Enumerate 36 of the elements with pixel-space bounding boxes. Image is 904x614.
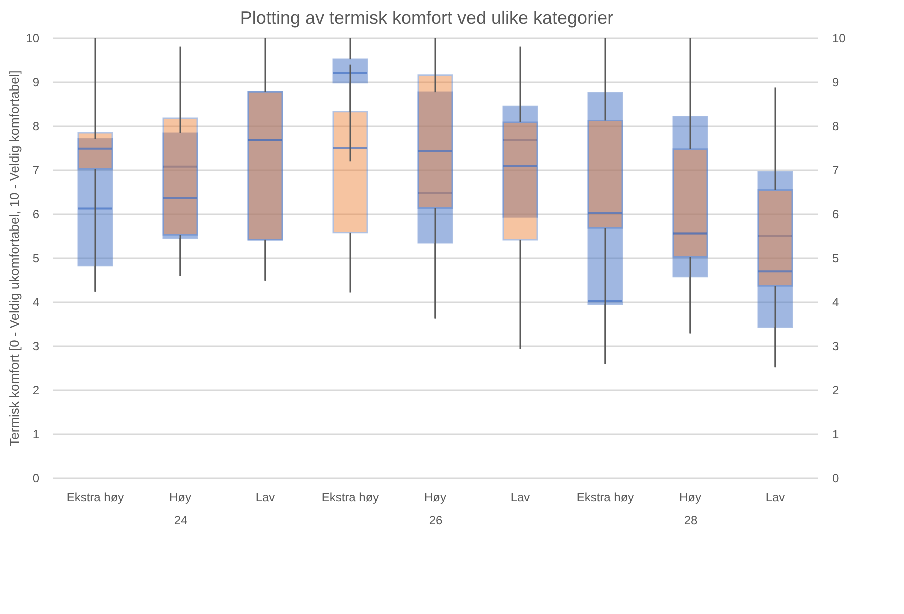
y-axis-title: Termisk komfort [0 - Veldig ukomfortabel, 10 - Veldig komfortabel]	[7, 70, 22, 446]
x-tick-label: Lav	[510, 490, 530, 504]
y2-tick-label: 0	[832, 472, 840, 486]
y-tick-label: 9	[32, 76, 40, 90]
x-axis-title: 24	[174, 514, 188, 528]
y2-tick-label: 3	[832, 340, 840, 354]
y2-tick-label: 9	[832, 76, 840, 90]
y2-tick-label: 1	[832, 428, 840, 442]
x-axis-title: 26	[429, 514, 443, 528]
x-tick-label: Lav	[766, 490, 786, 504]
y-tick-label: 7	[32, 164, 40, 178]
x-tick-label: Ekstra høy	[66, 490, 124, 504]
y-tick-label: 3	[32, 340, 40, 354]
y-tick-label: 10	[26, 32, 40, 46]
y-tick-label: 1	[32, 428, 40, 442]
x-tick-label: Høy	[424, 490, 446, 504]
y-tick-label: 2	[32, 384, 40, 398]
text: Plotting av termisk komfort ved ulike kategorier	[240, 8, 614, 28]
x-tick-label: Lav	[256, 490, 276, 504]
y2-tick-label: 7	[832, 164, 840, 178]
y2-tick-label: 2	[832, 384, 840, 398]
y2-tick-label: 6	[832, 208, 840, 222]
x-tick-label: Høy	[680, 490, 702, 504]
y-tick-label: 0	[32, 472, 40, 486]
x-axis-title: 28	[684, 514, 698, 528]
y2-tick-label: 5	[832, 252, 840, 266]
y2-tick-label: 10	[832, 32, 846, 46]
y2-tick-label: 8	[832, 120, 840, 134]
y-tick-label: 5	[32, 252, 40, 266]
y2-tick-label: 4	[832, 296, 840, 310]
y-tick-label: 4	[32, 296, 40, 310]
y-tick-label: 8	[32, 120, 40, 134]
x-tick-label: Ekstra høy	[322, 490, 380, 504]
x-tick-label: Høy	[170, 490, 192, 504]
x-tick-label: Ekstra høy	[576, 490, 634, 504]
y-tick-label: 6	[32, 208, 40, 222]
